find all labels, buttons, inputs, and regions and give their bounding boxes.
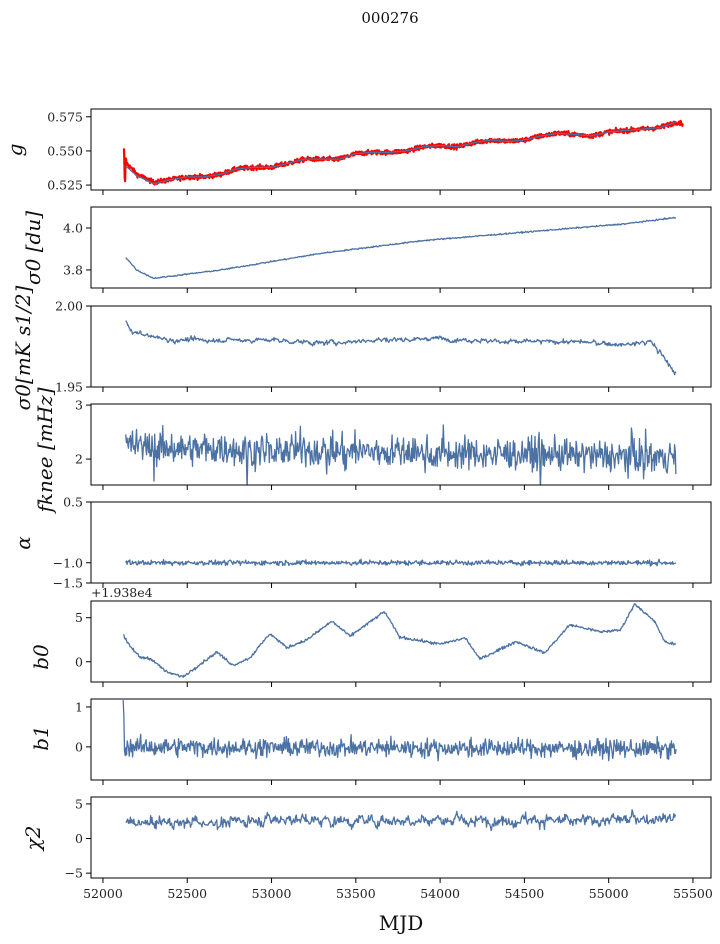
panel-sigma0-mk: 1.95 2.00 σ0[mK s1/2] xyxy=(11,285,712,410)
axes-frame-b1 xyxy=(90,698,712,781)
axes-frame-sigma0-mk xyxy=(90,305,712,388)
y-tick-label: 5 xyxy=(75,796,83,811)
series-line-g-fit xyxy=(122,119,684,186)
axes-frame-sigma0-du xyxy=(90,206,712,289)
y-axis-label-b1: b1 xyxy=(29,725,53,751)
y-tick-label: 0.5 xyxy=(63,495,83,510)
figure-title: 000276 xyxy=(361,9,418,27)
y-axis-label-sigma0-du: σ0 [du] xyxy=(21,211,45,285)
x-tick-label: 53500 xyxy=(336,886,376,901)
series-line-sigma0-mK xyxy=(125,320,677,376)
panel-sigma0-du: 3.8 4.0 σ0 [du] xyxy=(21,206,712,293)
y-tick-label: 1 xyxy=(75,699,83,714)
panel-b1: 0 1 b1 xyxy=(29,698,712,785)
y-tick-label: 0.575 xyxy=(47,109,83,124)
axes-frame-fknee xyxy=(90,403,712,486)
y-tick-label: −1.5 xyxy=(53,576,83,591)
axes-frame-g xyxy=(90,108,712,191)
series-line-chi2 xyxy=(125,809,677,832)
y-tick-label: 0 xyxy=(75,739,83,754)
panel-alpha: −1.5 −1.0 0.5 α xyxy=(11,495,712,591)
y-tick-label: 1.95 xyxy=(55,380,83,395)
y-tick-label: 5 xyxy=(75,610,83,625)
y-axis-label-sigma0-mk: σ0[mK s1/2] xyxy=(11,285,35,410)
y-tick-label: 2.00 xyxy=(55,299,83,314)
y-tick-label: −5 xyxy=(65,866,83,881)
x-tick-label: 55500 xyxy=(673,886,713,901)
series-line-fknee xyxy=(125,424,677,485)
y-tick-label: 3 xyxy=(75,398,83,413)
x-tick-label: 52000 xyxy=(83,886,123,901)
y-tick-label: 2 xyxy=(75,452,83,467)
y-tick-label: 0.525 xyxy=(47,178,83,193)
x-axis-label: MJD xyxy=(379,911,424,935)
x-tick-label: 54000 xyxy=(420,886,460,901)
x-tick-label: 53000 xyxy=(252,886,292,901)
panel-chi2: −5 0 5 52000 52500 53000 53500 54000 54500 55000 5… xyxy=(21,796,713,901)
offset-text: +1.938e4 xyxy=(91,585,153,600)
series-line-g xyxy=(125,121,677,185)
y-axis-label-alpha: α xyxy=(11,536,35,550)
y-tick-label: 0 xyxy=(75,654,83,669)
y-axis-label-b0: b0 xyxy=(29,644,53,670)
y-tick-label: −1.0 xyxy=(53,555,83,570)
axes-frame-alpha xyxy=(90,501,712,584)
y-axis-label-fknee: fknee [mHz] xyxy=(33,387,57,514)
y-tick-label: 0.550 xyxy=(47,143,83,158)
y-tick-label: 4.0 xyxy=(63,220,83,235)
x-tick-label: 55000 xyxy=(589,886,629,901)
panel-fknee: 2 3 fknee [mHz] xyxy=(33,387,712,514)
axes-frame-chi2 xyxy=(90,796,712,879)
y-axis-label-g: g xyxy=(3,144,27,157)
panel-g: 0.525 0.550 0.575 g xyxy=(3,108,712,195)
y-tick-label: 3.8 xyxy=(63,262,83,277)
y-tick-label: 0 xyxy=(75,831,83,846)
x-tick-label: 54500 xyxy=(505,886,545,901)
x-tick-label: 52500 xyxy=(167,886,207,901)
series-line-alpha xyxy=(125,558,677,567)
panel-b0: 0 5 +1.938e4 b0 xyxy=(29,585,712,687)
y-axis-label-chi2: χ2 xyxy=(21,826,45,853)
series-line-sigma0 xyxy=(125,216,677,280)
series-line-b0 xyxy=(123,603,677,678)
axes-frame-b0 xyxy=(90,600,712,683)
series-line-b1 xyxy=(122,700,677,762)
